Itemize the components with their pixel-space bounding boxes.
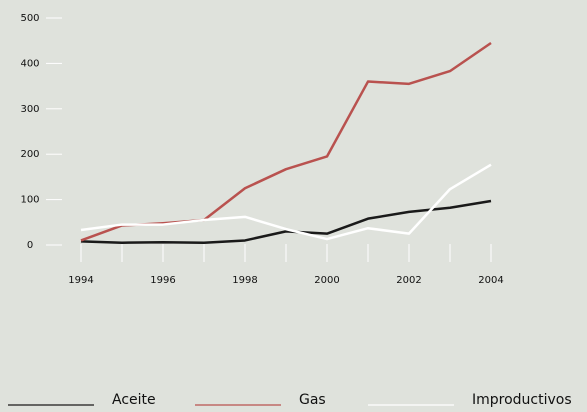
legend-label: Aceite <box>112 392 156 408</box>
y-tick-label: 300 <box>20 104 39 115</box>
legend-label: Gas <box>299 392 326 408</box>
y-tick-label: 400 <box>20 58 39 69</box>
y-tick-label: 200 <box>20 149 39 160</box>
series-line <box>80 199 492 244</box>
x-tick-label: 2000 <box>314 275 339 286</box>
y-tick-label: 100 <box>20 195 39 206</box>
y-tick-label: 0 <box>27 240 33 251</box>
x-tick-label: 2002 <box>396 275 421 286</box>
x-tick-label: 2004 <box>478 275 503 286</box>
legend-label: Improductivos <box>472 392 572 408</box>
x-tick-label: 1996 <box>150 275 175 286</box>
x-tick-label: 1998 <box>232 275 257 286</box>
y-tick-label: 500 <box>20 13 39 24</box>
series-line <box>80 163 492 241</box>
x-tick-label: 1994 <box>68 275 93 286</box>
